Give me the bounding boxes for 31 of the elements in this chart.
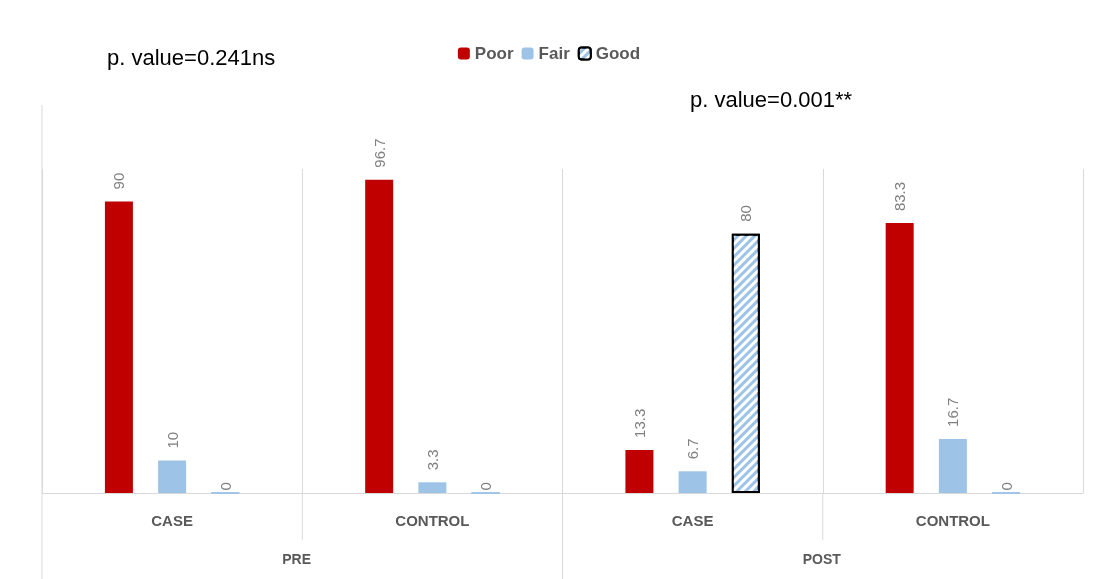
bar — [104, 201, 133, 493]
x-tick-label: CASE — [671, 512, 714, 529]
data-label: 6.7 — [684, 438, 702, 460]
text: PRE — [282, 551, 312, 567]
text: p. value=0.241ns — [107, 44, 276, 70]
data-label: 10 — [163, 431, 181, 449]
bar — [365, 179, 394, 493]
data-label: 83.3 — [891, 181, 909, 212]
data-label: 0 — [216, 482, 234, 491]
x-tick-label: CASE — [151, 512, 193, 529]
bar — [938, 438, 967, 493]
legend-label: Good — [595, 44, 641, 63]
data-label: 90 — [110, 172, 128, 190]
data-label: 80 — [737, 205, 755, 222]
data-label: 0 — [477, 482, 495, 491]
bar — [158, 460, 187, 493]
bar — [418, 482, 447, 493]
data-label: 3.3 — [423, 449, 441, 471]
bar — [885, 223, 914, 493]
legend-label: Poor — [474, 44, 514, 63]
text: POST — [802, 551, 842, 567]
data-label: 96.7 — [370, 138, 388, 168]
x-tick-label: CONTROL — [915, 512, 990, 529]
bar — [678, 471, 707, 493]
legend-label: Fair — [538, 44, 571, 63]
bar — [625, 449, 654, 493]
data-label: 13.3 — [630, 408, 648, 438]
data-label: 0 — [997, 482, 1015, 491]
data-label: 16.7 — [944, 397, 962, 427]
x-tick-label: CONTROL — [395, 512, 470, 529]
text: p. value=0.001** — [690, 86, 853, 112]
